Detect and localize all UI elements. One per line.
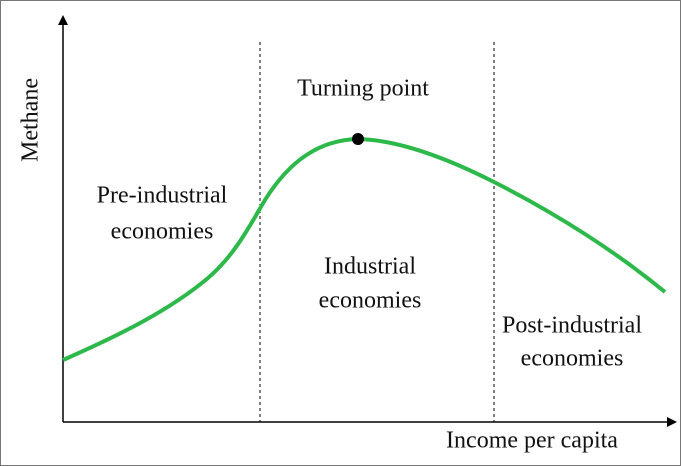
curve — [62, 136, 667, 362]
x-axis-label: Income per capita — [446, 428, 618, 454]
region-label: economies — [319, 288, 422, 314]
turning-point-dot — [352, 133, 364, 145]
annotation: Turning point — [297, 76, 429, 102]
region-label: Industrial — [324, 254, 416, 280]
region-label: Post-industrial — [502, 313, 642, 339]
region-label: economies — [521, 346, 624, 372]
region-label: Pre-industrial — [97, 183, 228, 209]
y-axis-label: Methane — [18, 78, 44, 162]
region-label: economies — [111, 219, 214, 245]
